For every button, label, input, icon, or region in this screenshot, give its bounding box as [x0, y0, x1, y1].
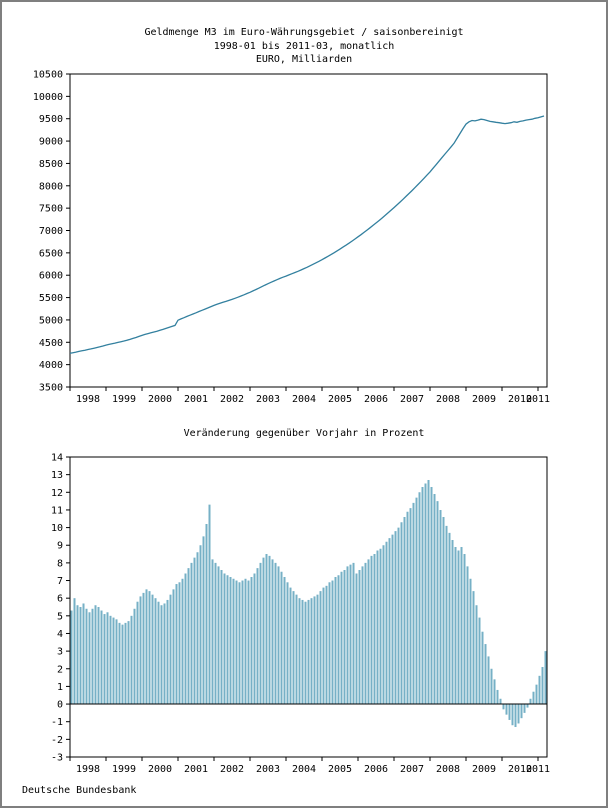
svg-text:2005: 2005 — [328, 394, 352, 405]
svg-text:7000: 7000 — [39, 226, 63, 237]
svg-text:2005: 2005 — [328, 764, 352, 775]
chart1-title-block: Geldmenge M3 im Euro-Währungsgebiet / sa… — [2, 26, 606, 67]
m3-level-line-chart: 3500 4000 4500 5000 5500 6000 6500 7000 7500 8000… — [33, 70, 550, 406]
chart2-title: Veränderung gegenüber Vorjahr in Prozent — [183, 428, 425, 439]
svg-text:1998: 1998 — [76, 764, 100, 775]
svg-text:2011: 2011 — [526, 764, 550, 775]
svg-text:7: 7 — [57, 576, 63, 587]
svg-text:5500: 5500 — [39, 293, 63, 304]
svg-text:2004: 2004 — [292, 394, 316, 405]
svg-text:2011: 2011 — [526, 394, 550, 405]
svg-text:11: 11 — [51, 505, 63, 516]
svg-text:6500: 6500 — [39, 248, 63, 259]
svg-text:14: 14 — [51, 453, 63, 464]
svg-text:5000: 5000 — [39, 315, 63, 326]
svg-text:2001: 2001 — [184, 394, 208, 405]
svg-text:10: 10 — [51, 523, 63, 534]
svg-text:5: 5 — [57, 611, 63, 622]
svg-text:9: 9 — [57, 541, 63, 552]
svg-text:8500: 8500 — [39, 159, 63, 170]
svg-text:1999: 1999 — [112, 394, 136, 405]
svg-text:2007: 2007 — [400, 764, 424, 775]
source-label: Deutsche Bundesbank — [22, 785, 137, 796]
chart1-title-line3: EURO, Milliarden — [255, 54, 353, 65]
svg-text:2002: 2002 — [220, 394, 244, 405]
svg-text:2010: 2010 — [508, 764, 532, 775]
svg-text:1: 1 — [57, 682, 63, 693]
svg-text:8000: 8000 — [39, 181, 63, 192]
svg-text:2001: 2001 — [184, 764, 208, 775]
svg-text:2003: 2003 — [256, 394, 280, 405]
svg-text:2008: 2008 — [436, 394, 460, 405]
svg-text:2: 2 — [57, 664, 63, 675]
svg-text:-3: -3 — [51, 753, 63, 764]
svg-text:13: 13 — [51, 470, 63, 481]
svg-text:0: 0 — [57, 700, 63, 711]
svg-text:3500: 3500 — [39, 383, 63, 394]
svg-text:-2: -2 — [51, 735, 63, 746]
svg-text:4000: 4000 — [39, 360, 63, 371]
svg-text:7500: 7500 — [39, 204, 63, 215]
svg-text:4500: 4500 — [39, 338, 63, 349]
svg-text:2009: 2009 — [472, 764, 496, 775]
svg-text:8: 8 — [57, 558, 63, 569]
svg-text:2006: 2006 — [364, 394, 388, 405]
svg-text:1998: 1998 — [76, 394, 100, 405]
svg-text:2002: 2002 — [220, 764, 244, 775]
svg-text:2003: 2003 — [256, 764, 280, 775]
svg-text:2000: 2000 — [148, 394, 172, 405]
svg-text:2010: 2010 — [508, 394, 532, 405]
svg-text:6000: 6000 — [39, 271, 63, 282]
svg-text:-1: -1 — [51, 717, 63, 728]
svg-text:4: 4 — [57, 629, 63, 640]
svg-text:2006: 2006 — [364, 764, 388, 775]
chart1-title-line1: Geldmenge M3 im Euro-Währungsgebiet / sa… — [144, 27, 464, 38]
svg-text:2000: 2000 — [148, 764, 172, 775]
svg-text:3: 3 — [57, 647, 63, 658]
chart1-title-line2: 1998-01 bis 2011-03, monatlich — [213, 40, 395, 52]
svg-text:6: 6 — [57, 594, 63, 605]
svg-text:2007: 2007 — [400, 394, 424, 405]
svg-text:12: 12 — [51, 488, 63, 499]
svg-text:10500: 10500 — [33, 70, 63, 81]
svg-text:2004: 2004 — [292, 764, 316, 775]
svg-text:9000: 9000 — [39, 137, 63, 148]
svg-text:9500: 9500 — [39, 114, 63, 125]
svg-text:10000: 10000 — [33, 92, 63, 103]
svg-text:2009: 2009 — [472, 394, 496, 405]
svg-text:1999: 1999 — [112, 764, 136, 775]
svg-text:2008: 2008 — [436, 764, 460, 775]
